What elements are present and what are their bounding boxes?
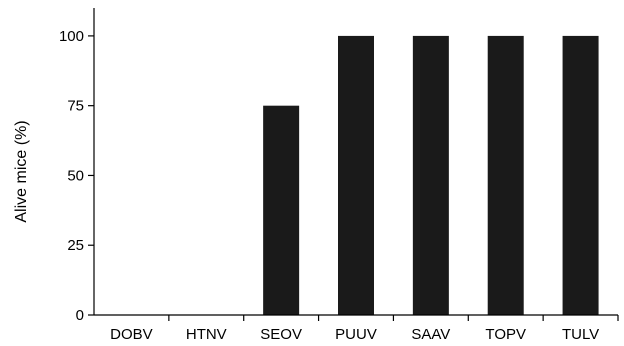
x-tick-label-seov: SEOV [260,326,302,343]
y-axis-title: Alive mice (%) [13,120,30,222]
x-tick-label-dobv: DOBV [110,326,153,343]
y-ticks: 0 25 50 75 100 [59,28,94,324]
x-tick-label-topv: TOPV [485,326,526,343]
y-tick-label: 25 [67,237,84,254]
x-tick-label-puuv: PUUV [335,326,377,343]
y-tick-label: 0 [76,307,84,324]
bar-saav [412,35,449,316]
y-tick-label: 50 [67,167,84,184]
bar-seov [263,105,300,315]
x-tick-label-saav: SAAV [411,326,450,343]
x-tick-label-tulv: TULV [562,326,599,343]
x-ticks: DOBV HTNV SEOV PUUV SAAV TOPV TULV [110,315,619,343]
bar-tulv [562,35,599,316]
bars [263,35,599,316]
y-tick-label: 100 [59,28,84,45]
y-tick-label: 75 [67,98,84,115]
bar-puuv [338,35,374,316]
axes [93,8,618,316]
x-tick-label-htnv: HTNV [186,326,227,343]
bar-topv [487,35,524,316]
